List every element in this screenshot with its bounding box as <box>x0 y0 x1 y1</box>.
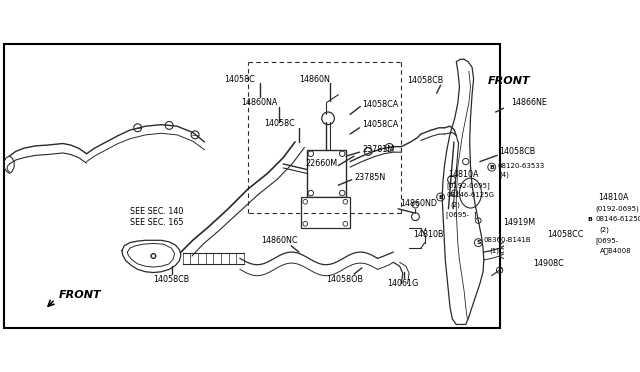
Text: [0695-  ]: [0695- ] <box>446 211 476 218</box>
Text: B: B <box>588 217 593 222</box>
Text: 14058C: 14058C <box>264 119 294 128</box>
Text: 14919M: 14919M <box>503 218 535 227</box>
Text: S: S <box>476 240 481 245</box>
Text: 14866NE: 14866NE <box>511 98 547 107</box>
Text: 14810A: 14810A <box>449 170 479 179</box>
Text: 14058CB: 14058CB <box>154 275 189 284</box>
Text: 14061G: 14061G <box>387 279 419 288</box>
Text: 14860NA: 14860NA <box>241 98 278 107</box>
Text: 14058CB: 14058CB <box>500 147 536 156</box>
Text: A・B4008: A・B4008 <box>600 247 631 254</box>
Text: B: B <box>489 165 494 170</box>
Text: 14860N: 14860N <box>300 74 330 83</box>
Text: 14058OB: 14058OB <box>326 275 363 284</box>
Text: (2): (2) <box>600 227 609 233</box>
Text: (2): (2) <box>450 202 460 208</box>
Text: 14908C: 14908C <box>533 259 564 268</box>
Text: 14058CA: 14058CA <box>362 100 398 109</box>
Text: 14058C: 14058C <box>225 74 255 83</box>
Text: SEE SEC. 140: SEE SEC. 140 <box>130 207 183 216</box>
Text: 23781M: 23781M <box>362 145 394 154</box>
Text: FRONT: FRONT <box>59 291 102 300</box>
Text: (1): (1) <box>490 247 499 254</box>
Text: 14860ND: 14860ND <box>399 199 436 208</box>
Text: 08360-B141B: 08360-B141B <box>484 237 531 243</box>
Text: 14058CB: 14058CB <box>406 76 443 85</box>
Text: [0695-: [0695- <box>596 237 619 244</box>
Text: 14058CC: 14058CC <box>547 230 583 239</box>
Text: SEE SEC. 165: SEE SEC. 165 <box>130 218 183 227</box>
Text: B: B <box>438 195 443 199</box>
Text: 08146-6125G: 08146-6125G <box>596 216 640 222</box>
Polygon shape <box>301 197 350 228</box>
Text: 08120-63533: 08120-63533 <box>497 163 545 169</box>
Text: 14058CA: 14058CA <box>362 120 398 129</box>
Text: (4): (4) <box>500 172 509 178</box>
Text: 22660M: 22660M <box>305 160 337 169</box>
Polygon shape <box>307 150 346 197</box>
Text: 08146-6125G: 08146-6125G <box>446 192 494 198</box>
Text: (0192-0695): (0192-0695) <box>596 206 639 212</box>
Text: 14810A: 14810A <box>598 193 628 202</box>
Text: [0192-0695]: [0192-0695] <box>446 182 490 189</box>
Text: 14860NC: 14860NC <box>261 236 298 245</box>
Text: 23785N: 23785N <box>354 173 385 182</box>
Text: 14810B: 14810B <box>413 230 444 239</box>
Text: FRONT: FRONT <box>488 76 531 86</box>
